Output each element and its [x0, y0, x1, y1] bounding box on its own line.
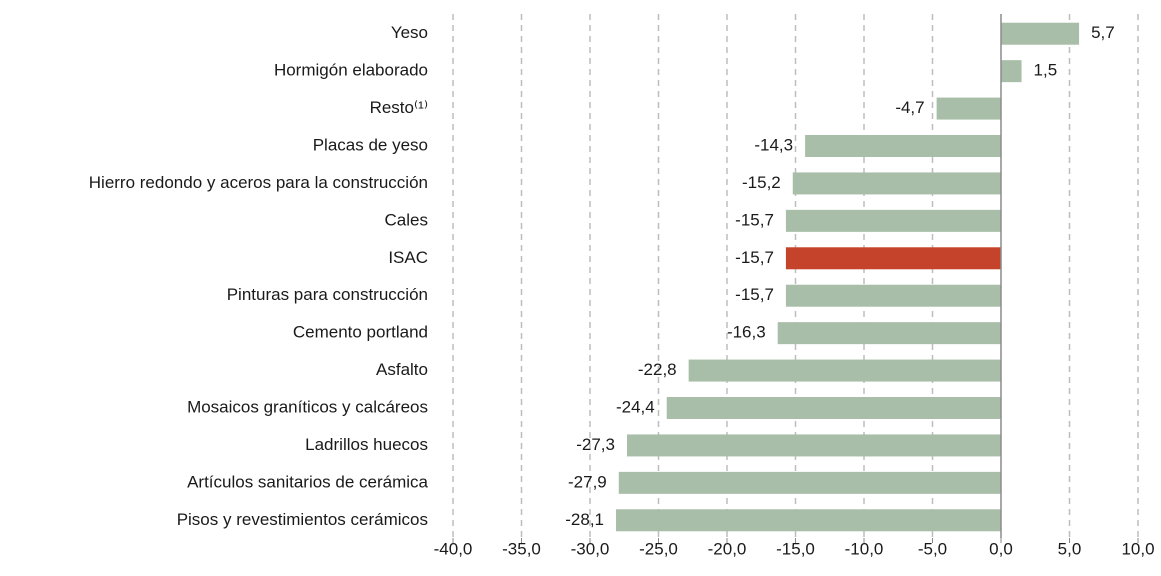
- value-label: -15,2: [742, 173, 781, 192]
- category-label: Asfalto: [376, 360, 428, 379]
- x-tick-label: 0,0: [989, 539, 1013, 558]
- category-label: Resto⁽¹⁾: [370, 98, 428, 117]
- x-tick-label: -25,0: [639, 539, 678, 558]
- x-tick-label: -20,0: [708, 539, 747, 558]
- bar: [785, 284, 1001, 307]
- value-label: -4,7: [895, 98, 924, 117]
- value-label: -16,3: [727, 323, 766, 342]
- bar: [626, 434, 1001, 457]
- value-label: -15,7: [735, 285, 774, 304]
- x-tick-label: -10,0: [845, 539, 884, 558]
- category-label: ISAC: [388, 248, 428, 267]
- category-label: Yeso: [391, 23, 428, 42]
- bar: [785, 209, 1001, 232]
- value-label: 5,7: [1091, 23, 1115, 42]
- x-tick-label: 10,0: [1121, 539, 1154, 558]
- category-label: Ladrillos huecos: [305, 435, 428, 454]
- category-label: Placas de yeso: [313, 135, 428, 154]
- bar: [616, 509, 1001, 532]
- category-label: Mosaicos graníticos y calcáreos: [187, 397, 428, 416]
- value-label: -22,8: [638, 360, 677, 379]
- category-label: Pisos y revestimientos cerámicos: [177, 510, 428, 529]
- category-label: Cales: [385, 210, 428, 229]
- bar: [1001, 60, 1022, 83]
- bar: [666, 397, 1001, 419]
- value-label: -27,3: [576, 435, 615, 454]
- category-label: Pinturas para construcción: [227, 285, 428, 304]
- value-label: -15,7: [735, 248, 774, 267]
- category-label: Hormigón elaborado: [274, 61, 428, 80]
- x-tick-label: 5,0: [1058, 539, 1082, 558]
- bar: [785, 247, 1001, 270]
- x-tick-label: -35,0: [502, 539, 541, 558]
- bar: [792, 172, 1001, 195]
- x-tick-label: -30,0: [571, 539, 610, 558]
- value-label: -14,3: [754, 135, 793, 154]
- bar: [688, 359, 1001, 382]
- bar: [1001, 22, 1080, 45]
- bar: [777, 322, 1001, 345]
- value-label: -27,9: [568, 472, 607, 491]
- x-tick-label: -15,0: [776, 539, 815, 558]
- bar: [805, 135, 1001, 157]
- value-label: -28,1: [565, 510, 604, 529]
- bar: [618, 471, 1001, 494]
- category-label: Artículos sanitarios de cerámica: [187, 472, 428, 491]
- value-label: -15,7: [735, 210, 774, 229]
- x-tick-label: -5,0: [918, 539, 947, 558]
- value-label: -24,4: [616, 397, 655, 416]
- x-tick-label: -40,0: [434, 539, 473, 558]
- value-label: 1,5: [1034, 61, 1058, 80]
- category-label: Hierro redondo y aceros para la construc…: [89, 173, 428, 192]
- category-label: Cemento portland: [293, 323, 428, 342]
- bar: [936, 97, 1001, 120]
